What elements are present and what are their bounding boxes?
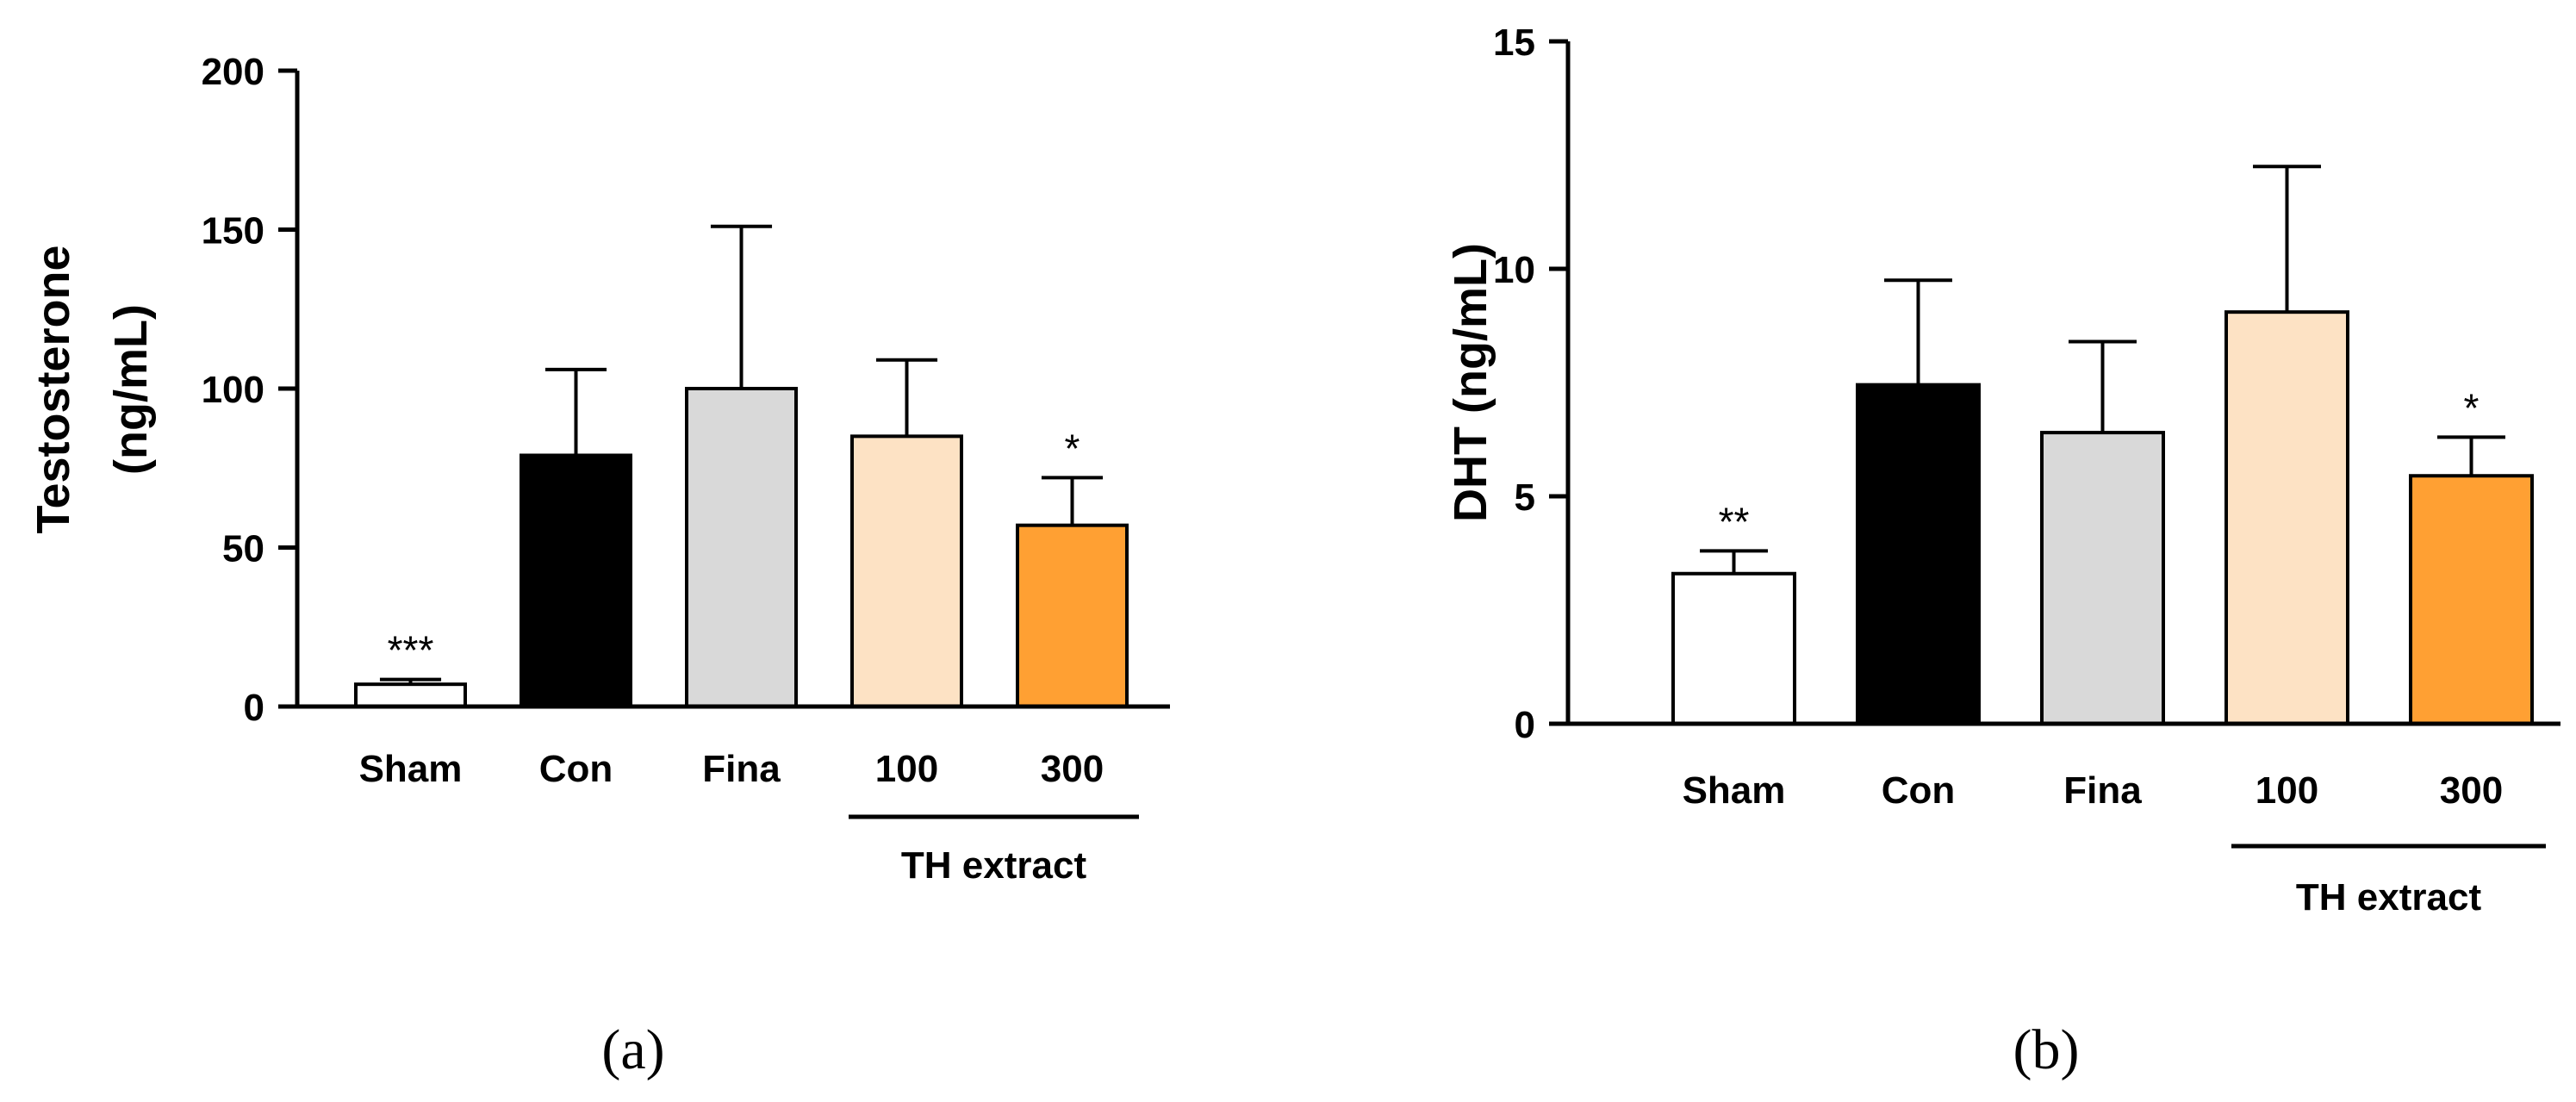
bar-con [520,453,632,708]
chart-panel-b: ** Sham Con Fina 100 * 300 0 5 10 15 DHT (ng/mL) TH … [1445,22,2560,1081]
chart-panel-a: *** Sham Con Fina 100 * 300 0 50 100 150 200 Testost… [28,51,1170,1081]
y-axis-label-units: (ng/mL) [105,304,157,475]
bar-300 [1016,523,1129,708]
y-tick-label: 150 [202,210,264,252]
significance-marker: ** [1719,499,1750,544]
y-tick-label: 10 [1493,249,1535,291]
bar-300 [2409,474,2534,725]
bar-100 [850,434,963,708]
x-tick-label: Sham [359,748,463,790]
x-tick-label: 100 [2256,769,2318,812]
y-tick-label: 200 [202,51,264,93]
group-label: TH extract [2296,876,2482,918]
bar-sham [354,682,467,708]
significance-marker: * [1065,426,1080,470]
y-axis-label: Testosterone [28,245,79,533]
x-tick-label: Con [539,748,613,790]
bar-sham [1671,571,1796,726]
x-tick-label: 300 [2440,769,2503,812]
bar-con [1856,383,1981,725]
y-tick-label: 100 [202,369,264,411]
y-tick-label: 0 [244,687,264,729]
y-tick-label: 5 [1515,476,1535,519]
x-tick-label: Sham [1683,769,1786,812]
y-tick-label: 50 [222,528,264,570]
panel-label: (b) [2013,1018,2080,1081]
x-tick-label: Con [1882,769,1956,812]
x-tick-label: 300 [1041,748,1104,790]
significance-marker: *** [388,628,434,673]
y-axis-label: DHT (ng/mL) [1445,243,1496,522]
panel-label: (a) [601,1018,664,1081]
x-tick-label: Fina [2063,769,2142,812]
x-tick-label: Fina [702,748,781,790]
bar-100 [2224,310,2349,725]
significance-marker: * [2464,385,2480,430]
x-tick-label: 100 [875,748,938,790]
y-tick-label: 15 [1493,22,1535,64]
bar-fina [2040,431,2165,725]
bar-fina [685,387,798,708]
group-label: TH extract [901,844,1087,887]
y-tick-label: 0 [1515,704,1535,746]
